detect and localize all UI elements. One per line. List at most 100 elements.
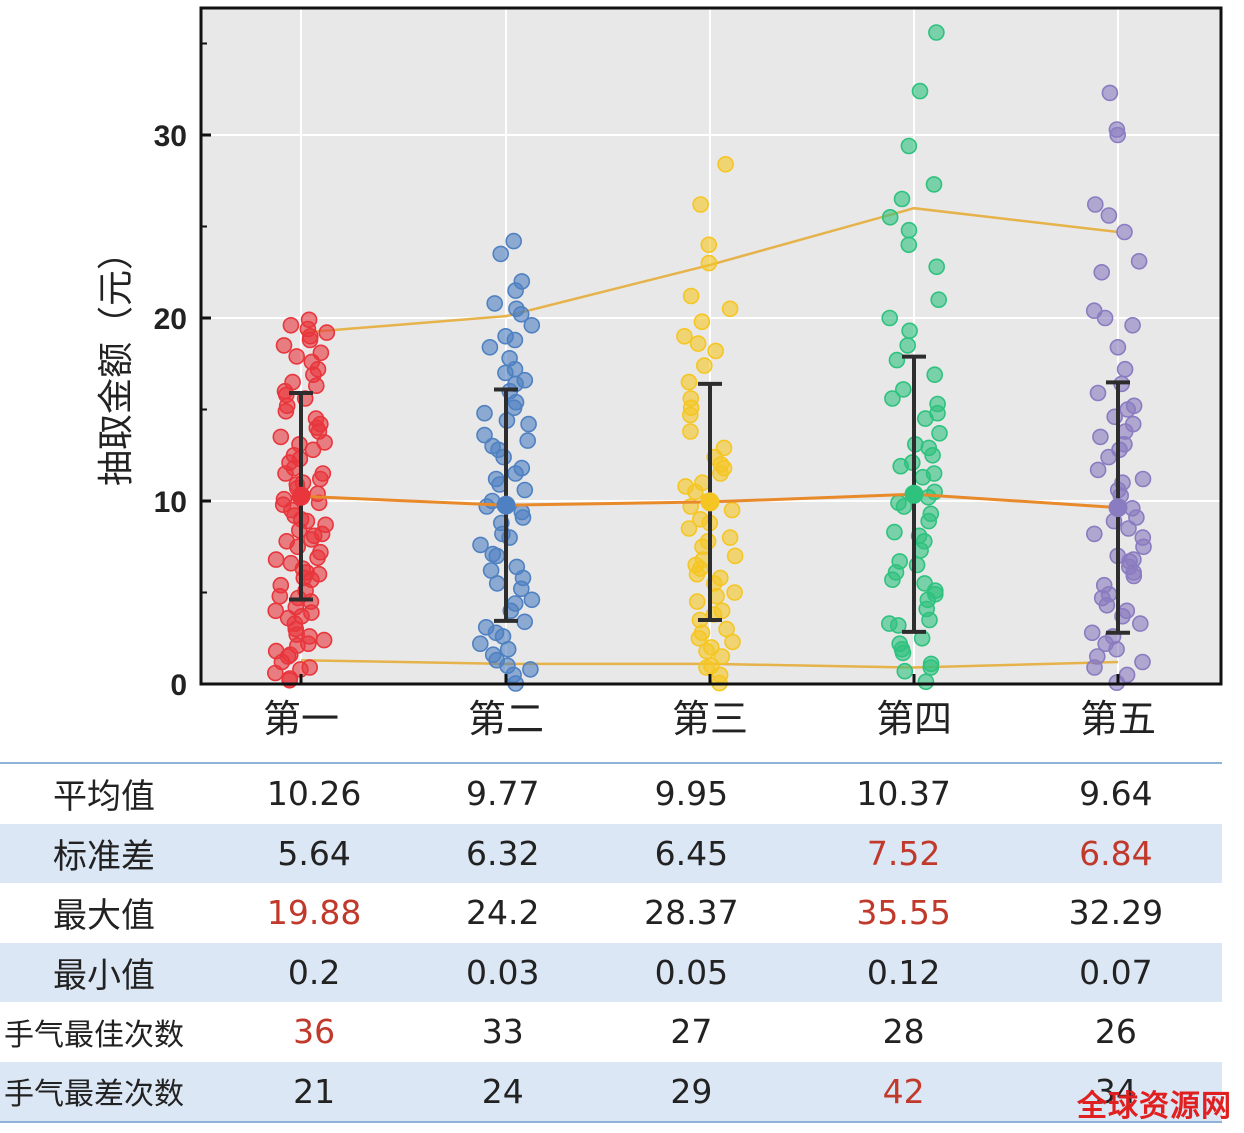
table-cell: 0.2 (208, 942, 421, 1002)
data-point (901, 322, 918, 340)
data-point (726, 584, 743, 601)
data-point (700, 236, 718, 254)
table-row: 手气最差次数 21 24 29 42 34 (0, 1061, 1222, 1122)
data-point (523, 316, 541, 334)
data-point (682, 423, 699, 440)
data-point (1119, 401, 1136, 418)
stats-table: 平均值 10.26 9.77 9.95 10.37 9.64 标准差 5.64 6.32 6.45… (0, 762, 1222, 1123)
axes: 0 10 20 30 第一 第二 第三 第四 第五 (154, 42, 1156, 741)
chart: 0 10 20 30 第一 第二 第三 第四 第五 抽取金额（元） (96, 6, 1223, 741)
data-point (1109, 338, 1127, 356)
x-tick-label: 第二 (468, 697, 544, 741)
data-point (315, 631, 333, 649)
table-cell: 24 (420, 1061, 586, 1122)
data-point (1087, 196, 1104, 213)
data-point (919, 591, 937, 609)
table-cell: 0.12 (797, 942, 1010, 1002)
data-point (520, 415, 537, 433)
table-cell: 0.05 (585, 942, 798, 1002)
table-cell: 6.32 (420, 823, 586, 883)
data-point (881, 309, 899, 327)
mean-marker (904, 484, 924, 504)
data-point (1116, 223, 1133, 241)
data-point (1128, 509, 1145, 526)
data-point (721, 529, 739, 546)
data-point (1130, 252, 1148, 270)
row-label: 最小值 (0, 942, 208, 1002)
data-point (695, 357, 713, 374)
data-point (688, 593, 706, 610)
y-tick-label: 0 (170, 669, 187, 702)
table-cell: 34 (1009, 1061, 1222, 1122)
table-cell: 28 (882, 1012, 925, 1052)
data-point (917, 673, 935, 691)
data-point (272, 428, 290, 446)
data-point (282, 316, 300, 334)
data-point (310, 494, 328, 512)
data-point (723, 501, 741, 519)
data-point (894, 381, 912, 398)
data-point (1134, 529, 1152, 546)
table-row: 平均值 10.26 9.77 9.95 10.37 9.64 (0, 763, 1222, 824)
data-point (717, 156, 734, 173)
data-point (1125, 567, 1143, 585)
data-point (680, 373, 698, 391)
table-cell: 9.64 (1079, 774, 1153, 814)
data-point (886, 523, 903, 541)
data-point (900, 221, 918, 239)
table-cell: 35.55 (856, 893, 951, 933)
data-point (1083, 624, 1101, 642)
data-point (1089, 648, 1106, 665)
row-label: 最大值 (53, 896, 155, 937)
data-point (478, 498, 496, 515)
data-point (677, 478, 694, 495)
data-point (506, 595, 524, 612)
data-point (887, 564, 905, 581)
data-point (676, 327, 693, 345)
data-point (922, 655, 940, 673)
data-points (266, 24, 1152, 692)
row-label: 标准差 (0, 823, 208, 883)
data-point (891, 635, 909, 653)
x-tick-label: 第一 (263, 697, 339, 741)
data-point (277, 402, 295, 420)
y-tick-label: 10 (154, 486, 187, 519)
y-tick-label: 20 (154, 303, 187, 336)
data-point (471, 635, 489, 653)
data-point (1134, 653, 1151, 671)
x-tick-label: 第四 (876, 697, 952, 741)
data-point (516, 613, 534, 631)
table-row: 标准差 5.64 6.32 6.45 7.52 6.84 (0, 823, 1222, 883)
table-cell: 6.45 (585, 823, 798, 883)
data-point (1089, 461, 1107, 479)
data-point (316, 434, 333, 451)
x-tick-label: 第五 (1080, 697, 1156, 741)
data-point (477, 618, 495, 636)
row-label: 平均值 (53, 777, 155, 818)
data-point (267, 551, 285, 568)
data-point (1092, 428, 1109, 446)
data-point (721, 300, 739, 318)
table-cell: 32.29 (1068, 893, 1164, 933)
data-point (693, 624, 711, 642)
mean-marker (700, 492, 720, 512)
data-point (1120, 520, 1137, 537)
data-point (1086, 525, 1103, 543)
table-cell: 10.37 (856, 774, 951, 814)
data-point (512, 580, 530, 598)
data-point (924, 446, 941, 464)
table-row: 最大值 19.88 24.2 28.37 35.55 32.29 (0, 883, 1222, 943)
data-point (299, 635, 317, 653)
data-point (922, 505, 940, 523)
data-point (1132, 615, 1149, 632)
data-point (308, 419, 326, 437)
data-point (488, 575, 506, 592)
data-point (899, 337, 917, 354)
table-cell: 26 (1094, 1012, 1137, 1052)
table-cell: 36 (293, 1012, 336, 1052)
data-point (486, 295, 504, 312)
mean-marker (496, 495, 516, 515)
data-point (900, 137, 918, 155)
data-point (925, 176, 943, 193)
data-point (1109, 126, 1126, 144)
